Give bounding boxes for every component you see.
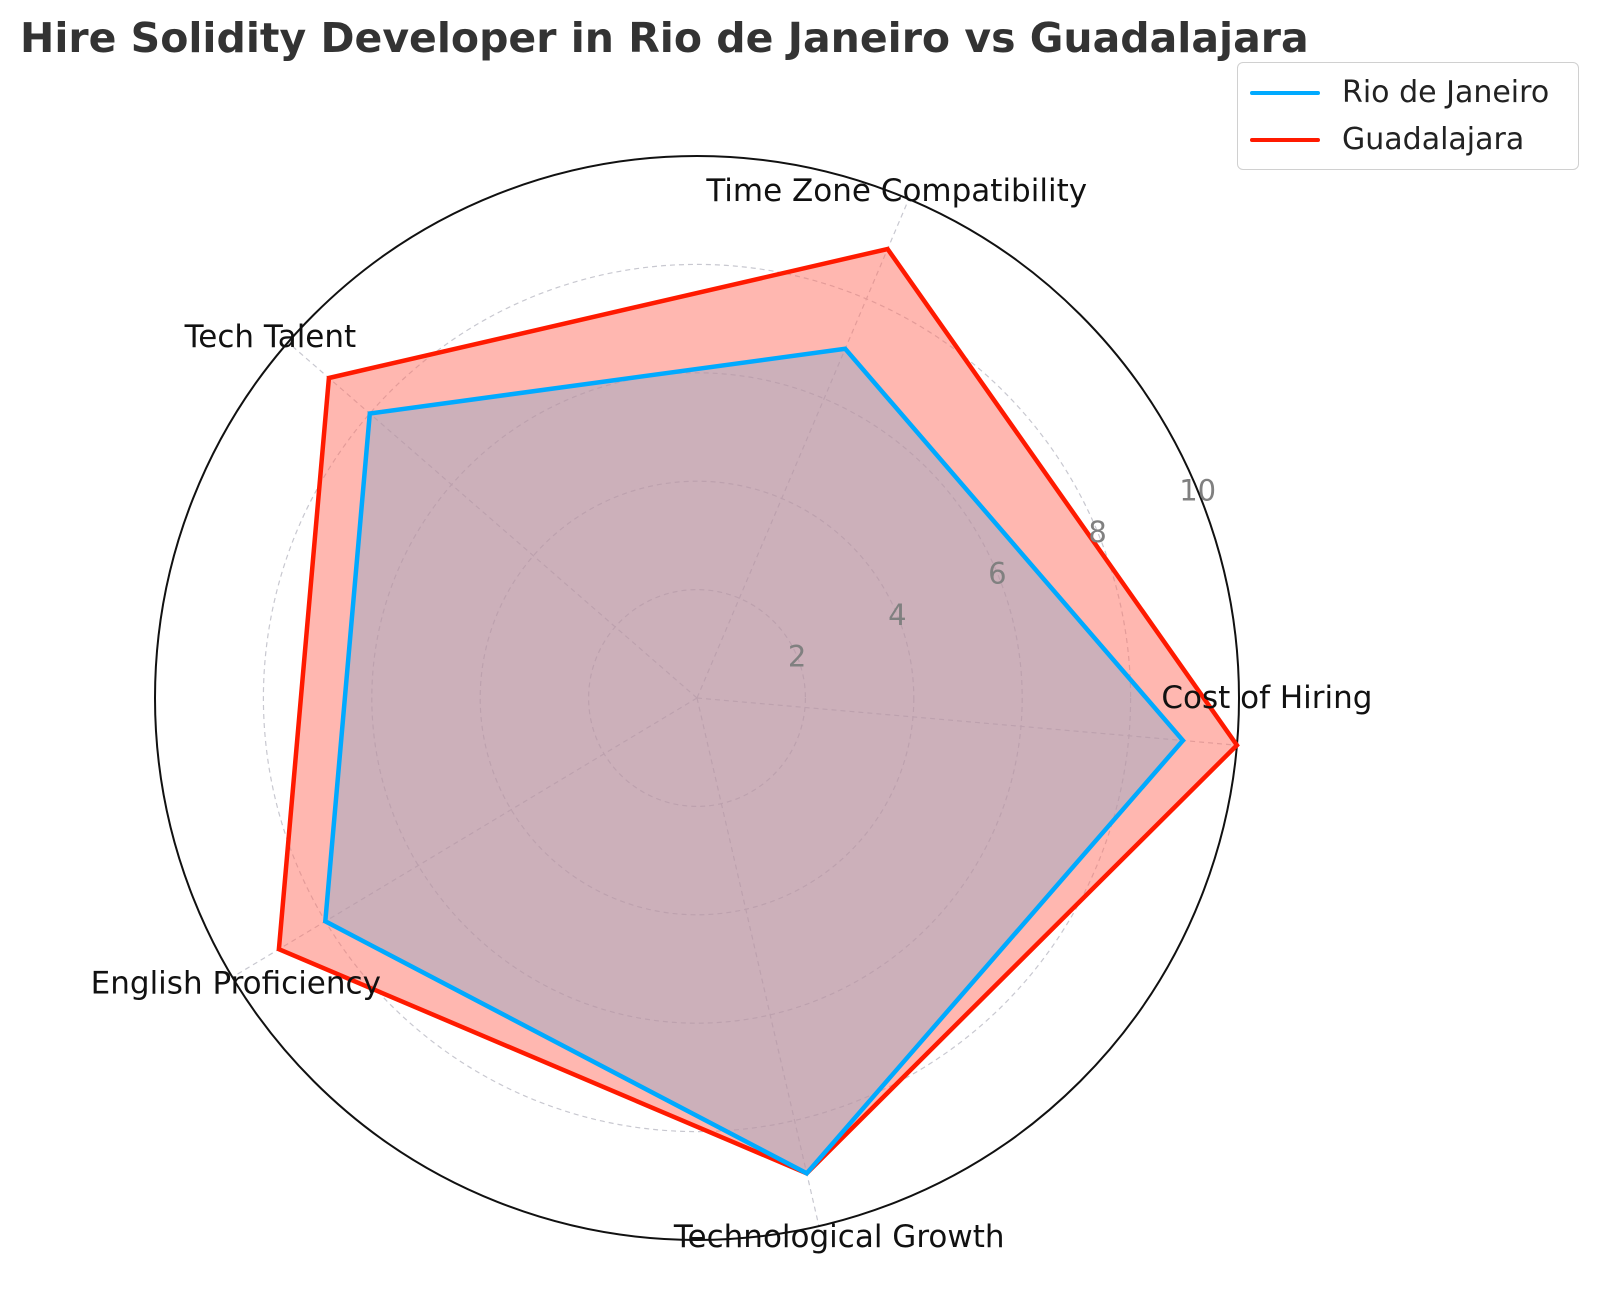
series-line-0 <box>322 346 1186 1177</box>
axis-label-1: Time Zone Compatibility <box>705 173 1087 209</box>
axis-label-3: English Proficiency <box>91 965 381 1001</box>
legend-label-rio: Rio de Janeiro <box>1342 75 1550 110</box>
axis-label-0: Cost of Hiring <box>1161 680 1372 716</box>
legend: Rio de Janeiro Guadalajara <box>1237 62 1579 170</box>
outer-frame <box>154 155 1240 1241</box>
tick-label-4: 10 <box>1179 474 1216 508</box>
label-layer: 2 4 6 8 10 Cost of Hiring Time Zone Compatibil… <box>91 173 1373 1255</box>
tick-label-2: 6 <box>988 557 1006 591</box>
tick-label-3: 8 <box>1088 515 1106 549</box>
tick-label-1: 4 <box>888 598 906 632</box>
legend-swatch-rio <box>1250 90 1320 95</box>
legend-item-guadalajara: Guadalajara <box>1250 116 1566 163</box>
series-fill-1 <box>278 249 1237 1174</box>
axis-label-4: Technological Growth <box>673 1219 1005 1255</box>
series-layer <box>276 246 1240 1177</box>
chart-title: Hire Solidity Developer in Rio de Janeir… <box>20 14 1309 62</box>
tick-label-0: 2 <box>788 640 806 674</box>
legend-item-rio: Rio de Janeiro <box>1250 69 1566 116</box>
series-line-1 <box>276 246 1240 1176</box>
legend-swatch-guadalajara <box>1250 137 1320 142</box>
axis-label-2: Tech Talent <box>184 319 357 355</box>
legend-label-guadalajara: Guadalajara <box>1342 122 1525 157</box>
series-shade-0 <box>325 348 1183 1174</box>
